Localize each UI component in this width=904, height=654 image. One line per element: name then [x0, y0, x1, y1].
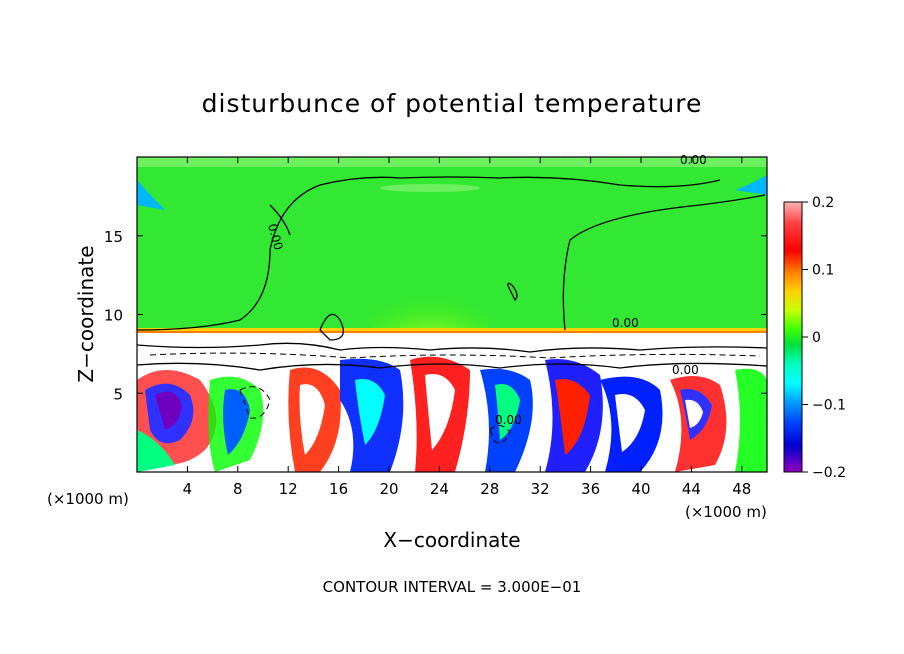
colorbar-tick-label: −0.2 — [812, 465, 846, 481]
contour-label: 0.00 — [612, 316, 639, 330]
x-tick-label: 32 — [531, 480, 550, 498]
x-tick-label: 40 — [631, 480, 650, 498]
contour-label: 0.00 — [495, 413, 522, 427]
x-tick-label: 24 — [430, 480, 449, 498]
contour-interval-note: CONTOUR INTERVAL = 3.000E−01 — [323, 578, 582, 596]
x-tick-label: 12 — [279, 480, 298, 498]
plot-area — [137, 157, 767, 472]
x-tick-label: 44 — [682, 480, 701, 498]
y-tick-label: 15 — [104, 228, 123, 246]
colorbar-tick-label: 0 — [812, 330, 821, 346]
colorbar-tick-label: 0.2 — [812, 195, 834, 211]
colorbar-ticks: 0.2 0.1 0 −0.1 −0.2 — [802, 195, 846, 481]
contour-label: 0.00 — [265, 222, 285, 251]
x-tick-label: 28 — [480, 480, 499, 498]
x-tick-label: 36 — [581, 480, 600, 498]
colorbar-tick-label: 0.1 — [812, 263, 834, 279]
x-axis-label: X−coordinate — [383, 528, 520, 552]
chart-title: disturbunce of potential temperature — [202, 89, 703, 118]
x-tick-label: 4 — [183, 480, 193, 498]
y-axis: 5 10 15 — [104, 228, 767, 403]
x-tick-label: 20 — [379, 480, 398, 498]
colorbar — [783, 201, 803, 473]
x-axis-unit-left: (×1000 m) — [47, 490, 129, 508]
contour-label: 0.00 — [680, 153, 707, 167]
x-tick-label: 48 — [732, 480, 751, 498]
colorbar-tick-label: −0.1 — [812, 398, 846, 414]
x-tick-label: 8 — [233, 480, 243, 498]
y-axis-label: Z−coordinate — [74, 245, 98, 382]
x-tick-label: 16 — [329, 480, 348, 498]
y-tick-label: 10 — [104, 307, 123, 325]
x-axis-unit-right: (×1000 m) — [685, 503, 767, 521]
y-tick-label: 5 — [113, 385, 123, 403]
contour-label: 0.00 — [672, 363, 699, 377]
x-axis: 4 8 12 16 20 24 28 32 36 40 44 48 — [183, 157, 751, 498]
